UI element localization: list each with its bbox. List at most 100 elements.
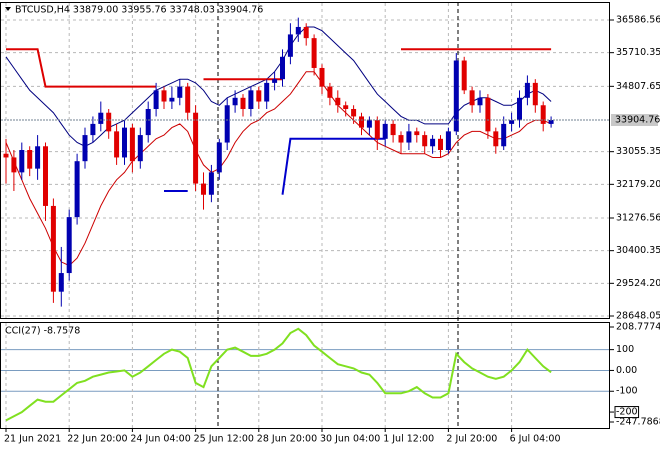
- candle-body: [517, 97, 522, 121]
- y-tick-label: 32179.20: [616, 179, 660, 190]
- cci-tick-box: [614, 406, 640, 419]
- lower-band: [5, 71, 552, 267]
- chart-title: BTCUSD,H4 33879.00 33955.76 33748.03 339…: [15, 5, 263, 16]
- candle-body: [74, 161, 80, 218]
- candle-body: [3, 153, 9, 158]
- candle-body: [461, 60, 467, 91]
- y-tick-label: 28648.05: [616, 311, 660, 322]
- candle-body: [501, 123, 507, 147]
- candle-body: [169, 97, 175, 102]
- resistance-line: [6, 48, 552, 88]
- candle-body: [216, 142, 222, 173]
- candle-body: [232, 97, 238, 106]
- cci-tick-label: 208.7774: [616, 322, 660, 333]
- y-tick-label: 33055.35: [616, 146, 660, 157]
- y-tick-label: 31276.56: [616, 212, 660, 223]
- candle-body: [153, 90, 159, 109]
- x-tick-label: 22 Jun 20:00: [67, 434, 127, 445]
- candle-body: [264, 82, 270, 102]
- candle-body: [280, 56, 285, 80]
- candle-body: [453, 60, 459, 132]
- candle-body: [193, 112, 199, 184]
- last-price-label: 33904.76: [615, 114, 660, 125]
- candle-body: [327, 86, 333, 98]
- candle-body: [58, 273, 64, 292]
- x-tick-label: 21 Jun 2021: [4, 434, 61, 445]
- y-tick-label: 35710.35: [616, 47, 660, 58]
- candle-body: [185, 86, 191, 113]
- cci-title: CCI(27) -8.7578: [5, 326, 80, 337]
- candle-body: [469, 90, 475, 106]
- cci-tick-label: -100: [616, 386, 638, 397]
- candle-body: [161, 90, 167, 102]
- candle-body: [82, 135, 88, 162]
- candle-body: [445, 131, 451, 151]
- y-tick-label: 34807.65: [616, 81, 660, 92]
- candle-body: [11, 157, 17, 173]
- candle-body: [137, 135, 143, 162]
- candle-body: [532, 82, 538, 106]
- candle-body: [359, 116, 364, 128]
- candle-body: [485, 97, 491, 132]
- candle-body: [303, 26, 309, 39]
- candle-body: [98, 112, 104, 124]
- candle-body: [524, 82, 530, 98]
- x-tick-label: 30 Jun 04:00: [320, 434, 380, 445]
- candle-body: [366, 120, 372, 128]
- candle-body: [122, 127, 127, 158]
- candle-body: [414, 131, 420, 136]
- upper-band: [5, 26, 552, 147]
- cci-tick-label: -247.7868: [616, 417, 660, 428]
- candle-body: [295, 26, 301, 35]
- main-frame: [0, 2, 610, 319]
- candle-body: [256, 90, 262, 102]
- support-line: [164, 137, 386, 195]
- candle-body: [50, 205, 56, 292]
- candle-body: [406, 131, 412, 143]
- candle-body: [438, 138, 443, 151]
- candle-body: [422, 135, 428, 147]
- candle-body: [114, 131, 120, 158]
- candle-body: [390, 123, 396, 136]
- cci-tick-label: -200: [616, 407, 638, 418]
- candle-body: [398, 135, 404, 143]
- cci-tick-label: 100: [616, 344, 634, 355]
- candle-body: [106, 112, 112, 132]
- y-tick-label: 30400.35: [616, 245, 660, 256]
- candle-body: [311, 38, 317, 68]
- candle-body: [35, 146, 41, 169]
- x-tick-label: 28 Jun 20:00: [257, 434, 317, 445]
- candle-body: [272, 79, 278, 83]
- candle-body: [19, 150, 25, 173]
- cci-frame: [0, 322, 610, 429]
- cci-line: [5, 327, 552, 422]
- y-tick-label: 36586.56: [616, 15, 660, 26]
- candle-body: [509, 120, 515, 124]
- candle-body: [351, 108, 357, 117]
- menu-arrow: [5, 7, 11, 11]
- candle-body: [27, 150, 33, 169]
- candle-body: [224, 105, 230, 143]
- last-price-box: [611, 113, 658, 126]
- candle-body: [287, 34, 293, 57]
- candle-body: [382, 123, 388, 139]
- candle-body: [66, 217, 72, 274]
- candle-body: [90, 123, 96, 136]
- candle-body: [493, 131, 499, 147]
- plot-layer: [1, 17, 609, 422]
- candle-body: [430, 138, 436, 147]
- candle-body: [129, 127, 135, 162]
- candle-body: [248, 90, 254, 109]
- candle-body: [477, 97, 483, 106]
- x-tick-label: 2 Jul 20:00: [446, 434, 497, 445]
- candle-body: [177, 86, 183, 98]
- x-tick-label: 1 Jul 12:00: [383, 434, 434, 445]
- candle-body: [374, 120, 380, 139]
- y-tick-label: 29524.20: [616, 278, 660, 289]
- candle-body: [319, 67, 325, 87]
- x-tick-label: 24 Jun 04:00: [130, 434, 190, 445]
- cci-tick-label: 0.00: [616, 365, 637, 376]
- candle-body: [240, 97, 246, 109]
